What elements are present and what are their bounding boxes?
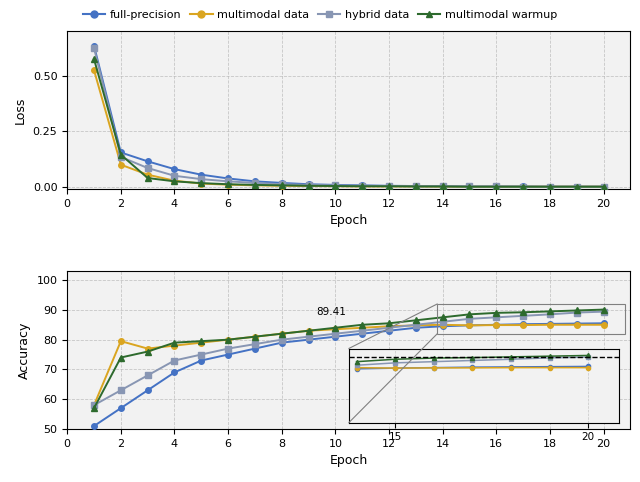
Bar xyxy=(437,304,625,334)
Y-axis label: Loss: Loss xyxy=(14,96,27,124)
Text: 89.41: 89.41 xyxy=(316,307,346,317)
X-axis label: Epoch: Epoch xyxy=(330,454,368,467)
Legend: full-precision, multimodal data, hybrid data, multimodal warmup: full-precision, multimodal data, hybrid … xyxy=(79,6,561,25)
X-axis label: Epoch: Epoch xyxy=(330,214,368,228)
Y-axis label: Accuracy: Accuracy xyxy=(18,321,31,379)
